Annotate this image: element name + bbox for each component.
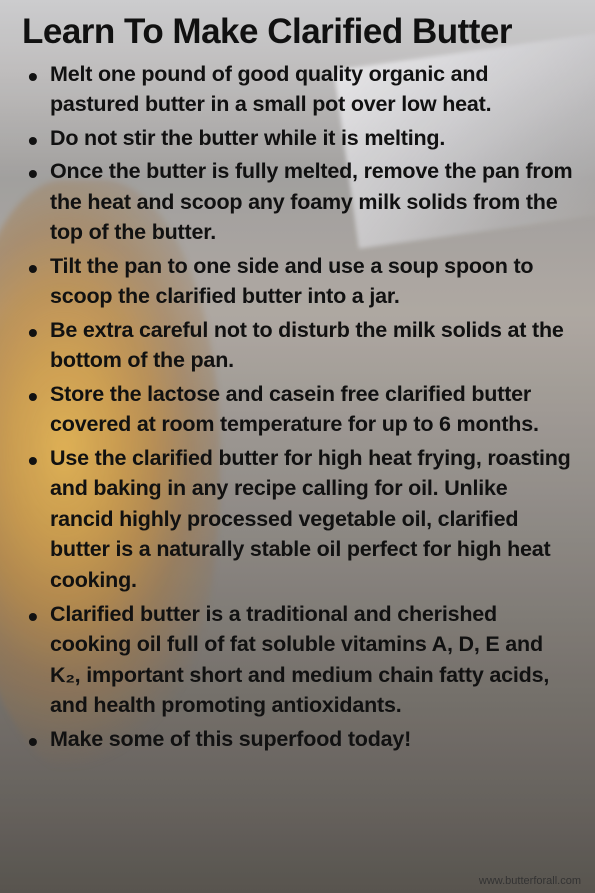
- step-item: Make some of this superfood today!: [50, 724, 573, 755]
- content-area: Learn To Make Clarified Butter Melt one …: [0, 0, 595, 893]
- step-item: Be extra careful not to disturb the milk…: [50, 315, 573, 376]
- page-title: Learn To Make Clarified Butter: [22, 14, 573, 51]
- step-item: Use the clarified butter for high heat f…: [50, 443, 573, 596]
- step-item: Once the butter is fully melted, remove …: [50, 156, 573, 248]
- step-item: Store the lactose and casein free clarif…: [50, 379, 573, 440]
- steps-list: Melt one pound of good quality organic a…: [22, 59, 573, 754]
- footer-url: www.butterforall.com: [479, 875, 581, 887]
- step-item: Melt one pound of good quality organic a…: [50, 59, 573, 120]
- step-item: Do not stir the butter while it is melti…: [50, 123, 573, 154]
- step-item: Tilt the pan to one side and use a soup …: [50, 251, 573, 312]
- step-item: Clarified butter is a traditional and ch…: [50, 599, 573, 721]
